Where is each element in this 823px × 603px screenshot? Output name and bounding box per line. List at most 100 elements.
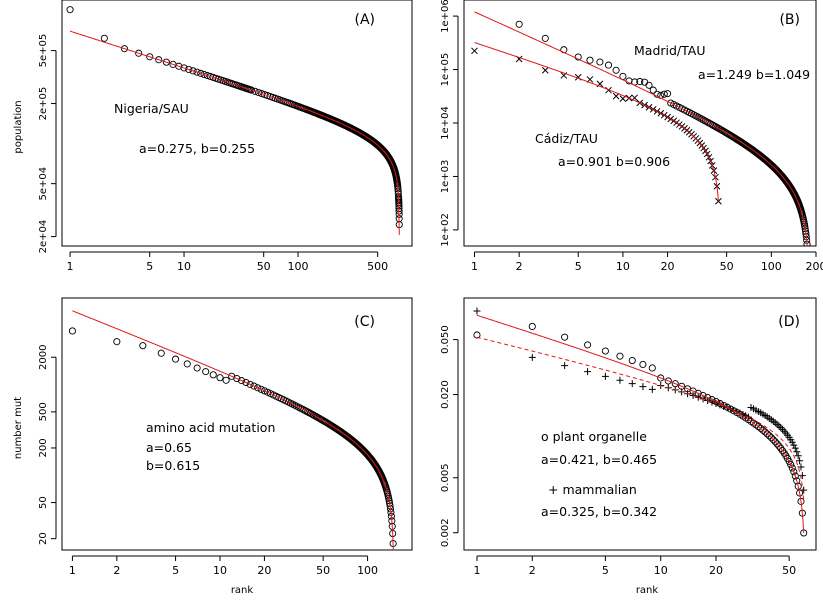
data-point	[752, 421, 760, 429]
data-point	[100, 34, 108, 42]
x-tick-label: 20	[661, 260, 675, 273]
chart-panel-b: 1 2 5 10 20 50 100 200 1e+02 1e+03 1e+04 1e+05 1e+06…	[440, 0, 823, 291]
data-point	[639, 383, 647, 391]
annotation: a=0.275, b=0.255	[139, 141, 255, 156]
data-point	[251, 87, 259, 95]
x-tick-label: 50	[782, 564, 796, 577]
x-tick-label: 5	[602, 564, 609, 577]
annotation: a=0.901 b=0.906	[558, 154, 670, 169]
data-point	[773, 420, 781, 428]
annotation: b=0.615	[146, 458, 200, 473]
y-tick-label: 1e+04	[440, 106, 451, 140]
data-point	[541, 34, 549, 42]
x-tick-label: 20	[257, 564, 271, 577]
data-point	[209, 371, 217, 379]
plot-frame	[463, 297, 817, 551]
data-point	[135, 49, 143, 57]
x-tick-label: 5	[172, 564, 179, 577]
y-tick-label: 1e+03	[440, 160, 451, 194]
data-point	[473, 307, 481, 315]
data-point	[202, 368, 210, 376]
data-point	[193, 68, 201, 76]
data-point	[806, 285, 812, 291]
fit-line	[72, 310, 394, 550]
data-point	[769, 436, 777, 444]
data-point	[771, 438, 779, 446]
data-point	[761, 428, 769, 436]
chart-panel-c: 1 2 5 10 20 50 100 20 50 200 500 2000 (C) amino acid …	[38, 297, 413, 577]
data-point	[246, 380, 254, 388]
data-point	[796, 489, 804, 497]
data-point	[649, 86, 657, 94]
data-point	[601, 347, 609, 355]
data-point	[66, 6, 74, 14]
data-point	[616, 352, 624, 360]
x-tick-label: 2	[113, 564, 120, 577]
data-point	[584, 341, 592, 349]
x-tick-label: 100	[288, 260, 309, 273]
fit-line-madrid	[474, 11, 808, 246]
x-axis-title-right: rank	[636, 585, 659, 596]
chart-panel-d: 1 2 5 10 20 50 0.002 0.005 0.020 0.050 (D) o plant …	[440, 297, 817, 577]
y-tick-label: 2e+04	[38, 220, 49, 254]
data-point	[233, 374, 241, 383]
data-point	[657, 374, 665, 382]
data-point	[238, 377, 246, 385]
data-point	[797, 463, 805, 471]
data-point	[689, 392, 697, 400]
data-point	[139, 342, 147, 350]
data-point	[636, 77, 644, 86]
fit-line	[69, 30, 400, 235]
x-tick-label: 5	[146, 260, 153, 273]
x-axis: 1 2 5 10 20 50 100 200	[471, 251, 823, 273]
data-point	[628, 357, 636, 365]
annotation: o plant organelle	[541, 429, 647, 444]
data-point	[639, 360, 647, 369]
annotation: Cádiz/TAU	[535, 131, 598, 146]
plot-frame	[61, 0, 413, 247]
data-point	[247, 86, 255, 94]
x-tick-label: 100	[357, 564, 378, 577]
data-point	[242, 378, 250, 387]
data-point	[250, 382, 258, 390]
data-point	[180, 64, 188, 72]
x-tick-label: 10	[177, 260, 191, 273]
data-point	[254, 384, 262, 392]
data-point	[113, 338, 121, 346]
data-point	[528, 353, 536, 361]
data-point	[767, 434, 775, 442]
data-point	[390, 557, 396, 563]
data-point	[586, 56, 594, 64]
fit-line-cadiz	[474, 42, 719, 202]
x-tick-label: 2	[529, 564, 536, 577]
data-point	[791, 472, 799, 480]
data-point	[146, 53, 154, 61]
x-tick-label: 1	[473, 564, 480, 577]
data-point	[759, 426, 767, 434]
annotation: a=0.65	[146, 440, 192, 455]
y-tick-label: 0.050	[440, 325, 451, 354]
data-point	[660, 90, 668, 98]
plot-frame	[61, 297, 413, 551]
data-point	[694, 393, 702, 401]
y-axis: 0.002 0.005 0.020 0.050	[440, 325, 459, 547]
annotation: + mammalian	[548, 482, 637, 497]
data-point	[601, 372, 609, 380]
data-point	[172, 355, 180, 363]
data-point	[794, 452, 802, 460]
y-tick-label: 5e+05	[38, 34, 49, 68]
y-tick-label: 200	[38, 438, 49, 457]
data-point	[596, 58, 604, 66]
data-point	[645, 81, 653, 89]
data-point	[612, 92, 620, 100]
data-point	[175, 62, 183, 70]
data-point	[628, 380, 636, 388]
data-point	[254, 88, 263, 97]
x-tick-label: 100	[761, 260, 782, 273]
y-tick-label: 2e+05	[38, 87, 49, 121]
data-point	[648, 364, 656, 372]
y-tick-label: 1e+02	[440, 213, 451, 247]
data-point	[791, 444, 799, 452]
y-tick-label: 5e+04	[38, 167, 49, 201]
